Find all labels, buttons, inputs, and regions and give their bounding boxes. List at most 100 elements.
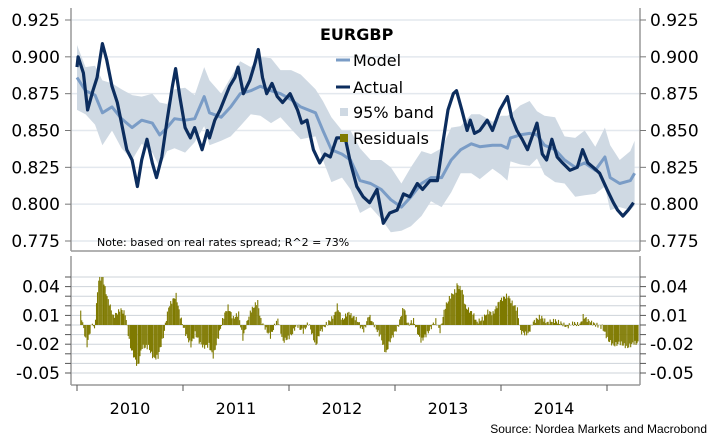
residual-bar-fill bbox=[562, 325, 564, 327]
residual-bar-fill bbox=[240, 325, 242, 328]
residual-bar-fill bbox=[508, 295, 510, 325]
residual-bar-fill bbox=[117, 314, 119, 325]
residual-bar-fill bbox=[603, 325, 605, 332]
residual-bar bbox=[232, 315, 234, 325]
residual-bar-fill bbox=[505, 293, 508, 325]
residual-bar-fill bbox=[106, 296, 108, 325]
residual-bar-fill bbox=[225, 311, 227, 325]
residual-bar-fill bbox=[262, 323, 264, 325]
residual-bar-fill bbox=[195, 325, 197, 338]
residual-bar-fill bbox=[182, 325, 184, 328]
residual-bar-fill bbox=[630, 325, 632, 348]
residual-bar-fill bbox=[502, 296, 505, 325]
residual-bar-fill bbox=[576, 325, 578, 327]
residual-bar-fill bbox=[629, 325, 631, 344]
residual-bar-fill bbox=[453, 294, 455, 325]
residual-bar bbox=[290, 325, 292, 335]
residual-bar-fill bbox=[334, 312, 336, 325]
residual-bar-fill bbox=[377, 325, 379, 331]
residual-bar-fill bbox=[204, 325, 206, 349]
residual-bar-fill bbox=[123, 310, 125, 325]
residual-bar-fill bbox=[309, 324, 311, 325]
residual-bar-fill bbox=[271, 325, 274, 332]
residual-bar-fill bbox=[593, 322, 595, 325]
residual-bar bbox=[608, 325, 610, 342]
residual-bar-fill bbox=[103, 284, 105, 325]
residual-bar-fill bbox=[278, 324, 280, 325]
residual-bar-fill bbox=[357, 322, 359, 325]
residual-bar bbox=[185, 325, 187, 337]
residual-bar-fill bbox=[340, 319, 342, 325]
bottom-left-tick-label: -0.02 bbox=[16, 335, 60, 355]
residual-bar-fill bbox=[477, 323, 479, 325]
residual-bar-fill bbox=[534, 322, 536, 325]
residual-bar-fill bbox=[180, 317, 182, 325]
residual-bar-fill bbox=[284, 325, 286, 338]
residual-bar-fill bbox=[528, 325, 530, 332]
residual-bar-fill bbox=[198, 325, 200, 344]
residual-bar-fill bbox=[353, 316, 355, 325]
residual-bar-fill bbox=[331, 316, 333, 325]
residual-bar-fill bbox=[158, 325, 160, 353]
top-left-tick-label: 0.775 bbox=[11, 232, 60, 252]
residual-bar bbox=[333, 315, 335, 325]
residual-bar bbox=[212, 325, 214, 359]
residual-bar bbox=[104, 286, 106, 325]
residual-bars bbox=[80, 276, 639, 366]
residual-bar bbox=[202, 325, 204, 348]
residual-bar-fill bbox=[411, 323, 413, 325]
residual-bar-fill bbox=[329, 320, 331, 325]
residual-bar-fill bbox=[246, 320, 248, 325]
residual-bar-fill bbox=[467, 307, 470, 325]
residual-bar-fill bbox=[313, 325, 315, 341]
residual-bar-fill bbox=[288, 325, 290, 340]
residual-bar bbox=[403, 309, 405, 325]
residual-bar-fill bbox=[631, 325, 633, 345]
residual-bar-fill bbox=[369, 314, 371, 325]
residual-bar bbox=[413, 317, 415, 325]
residual-bar-fill bbox=[349, 315, 351, 325]
top-right-tick-label: 0.875 bbox=[650, 85, 699, 105]
residual-bar-fill bbox=[87, 325, 89, 340]
residual-bar-fill bbox=[344, 318, 346, 325]
residual-bar-fill bbox=[306, 322, 308, 325]
residual-bar-fill bbox=[303, 325, 305, 328]
bottom-right-tick-label: 0.01 bbox=[650, 306, 688, 326]
residual-bar-fill bbox=[533, 319, 535, 325]
residual-bar-fill bbox=[251, 306, 253, 325]
residual-bar-fill bbox=[405, 314, 407, 325]
residual-bar-fill bbox=[108, 305, 110, 325]
residual-bar-fill bbox=[197, 325, 199, 338]
residual-bar-fill bbox=[442, 316, 444, 325]
residual-bar-fill bbox=[248, 316, 250, 325]
residual-bar bbox=[540, 318, 542, 325]
residual-bar-fill bbox=[82, 322, 84, 325]
residual-bar-fill bbox=[316, 325, 318, 344]
residual-bar-fill bbox=[345, 313, 347, 325]
residual-bar-fill bbox=[335, 311, 337, 325]
residual-bar-fill bbox=[585, 317, 587, 325]
residual-bar-fill bbox=[318, 325, 320, 337]
residual-bar-fill bbox=[568, 323, 570, 325]
bottom-left-tick-label: 0.01 bbox=[22, 306, 60, 326]
residual-bar-fill bbox=[293, 325, 295, 329]
residual-bar bbox=[130, 325, 132, 349]
x-tick-label: 2011 bbox=[216, 399, 257, 418]
residual-bar-fill bbox=[478, 318, 480, 325]
residual-bar-fill bbox=[273, 323, 276, 325]
residual-bar-fill bbox=[231, 318, 233, 325]
residual-bar-fill bbox=[427, 325, 429, 334]
residual-bar bbox=[350, 313, 352, 325]
residual-bar-fill bbox=[525, 325, 527, 332]
residual-bar-fill bbox=[483, 314, 486, 325]
residual-bar-fill bbox=[489, 311, 491, 325]
residual-bar-fill bbox=[490, 311, 492, 325]
residual-bar-fill bbox=[174, 298, 176, 325]
residual-bar-fill bbox=[176, 302, 178, 325]
top-left-tick-label: 0.875 bbox=[11, 85, 60, 105]
residual-bar bbox=[560, 321, 562, 325]
residual-bar-fill bbox=[510, 303, 512, 325]
residual-bar-fill bbox=[390, 325, 392, 339]
residual-bar-fill bbox=[321, 325, 323, 332]
residual-bar-fill bbox=[491, 315, 493, 325]
